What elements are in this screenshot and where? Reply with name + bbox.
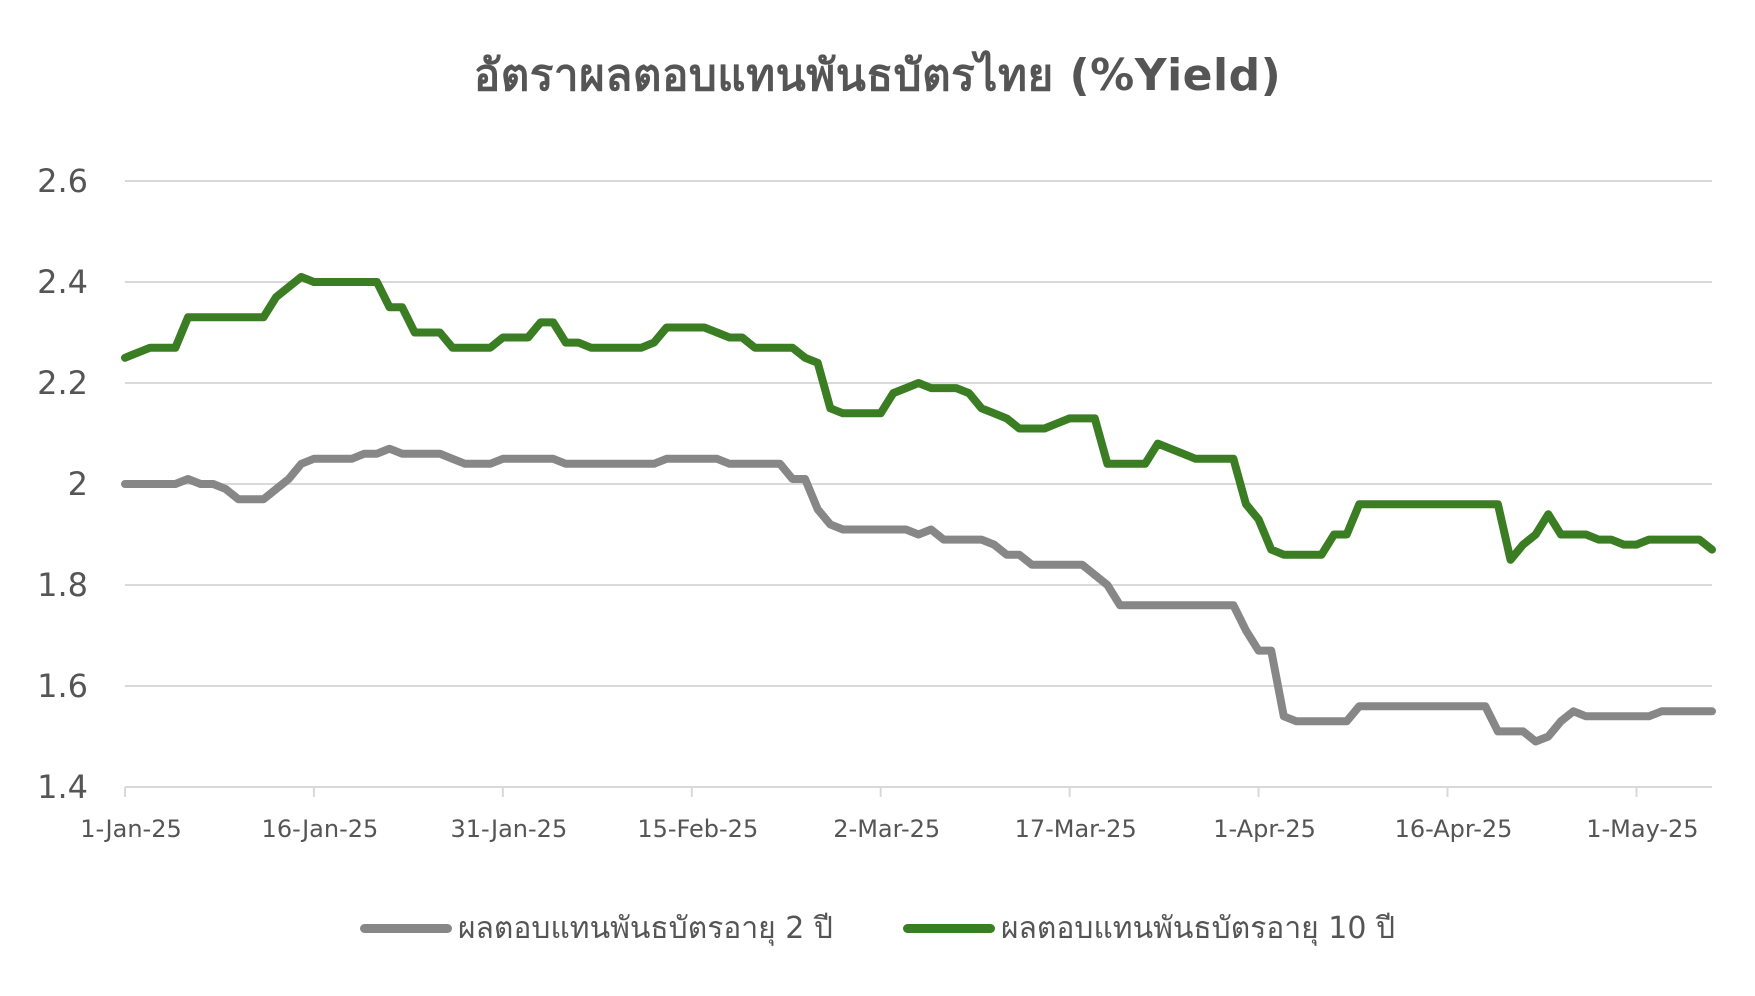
y-tick-label: 2.2 xyxy=(37,364,88,402)
y-tick-label: 1.4 xyxy=(37,768,88,806)
legend-label-10y: ผลตอบแทนพันธบัตรอายุ 10 ปี xyxy=(1000,911,1396,946)
x-tick-label: 16-Apr-25 xyxy=(1395,815,1513,843)
x-tick-label: 16-Jan-25 xyxy=(262,815,379,843)
x-tick-label: 17-Mar-25 xyxy=(1015,815,1137,843)
y-tick-label: 2.6 xyxy=(37,162,88,200)
x-tick-label: 2-Mar-25 xyxy=(833,815,940,843)
x-tick-label: 1-Jan-25 xyxy=(80,815,181,843)
legend-swatch-10y xyxy=(902,924,995,933)
gridlines xyxy=(125,180,1712,687)
series-2y-line xyxy=(121,444,1716,746)
y-tick-label: 1.8 xyxy=(37,566,88,604)
series-lines xyxy=(121,272,1716,746)
y-axis-ticks: 1.4 1.6 1.8 2 2.2 2.4 2.6 xyxy=(37,162,88,806)
legend: ผลตอบแทนพันธบัตรอายุ 2 ปี ผลตอบแทนพันธบั… xyxy=(0,905,1755,952)
x-tick-label: 15-Feb-25 xyxy=(637,815,758,843)
legend-label-2y: ผลตอบแทนพันธบัตรอายุ 2 ปี xyxy=(457,911,833,946)
x-tick-label: 31-Jan-25 xyxy=(450,815,567,843)
x-tick-label: 1-Apr-25 xyxy=(1213,815,1316,843)
legend-item-2y: ผลตอบแทนพันธบัตรอายุ 2 ปี xyxy=(359,905,833,952)
y-tick-label: 1.6 xyxy=(37,667,88,705)
x-axis-ticks: 1-Jan-25 16-Jan-25 31-Jan-25 15-Feb-25 2-Mar… xyxy=(80,787,1699,843)
y-tick-label: 2.4 xyxy=(37,263,88,301)
series-10y-line xyxy=(121,272,1716,564)
y-tick-label: 2 xyxy=(68,465,88,503)
legend-item-10y: ผลตอบแทนพันธบัตรอายุ 10 ปี xyxy=(902,905,1396,952)
chart-title: อัตราผลตอบแทนพันธบัตรไทย (%Yield) xyxy=(473,50,1282,101)
legend-swatch-2y xyxy=(359,924,452,933)
x-tick-label: 1-May-25 xyxy=(1586,815,1698,843)
